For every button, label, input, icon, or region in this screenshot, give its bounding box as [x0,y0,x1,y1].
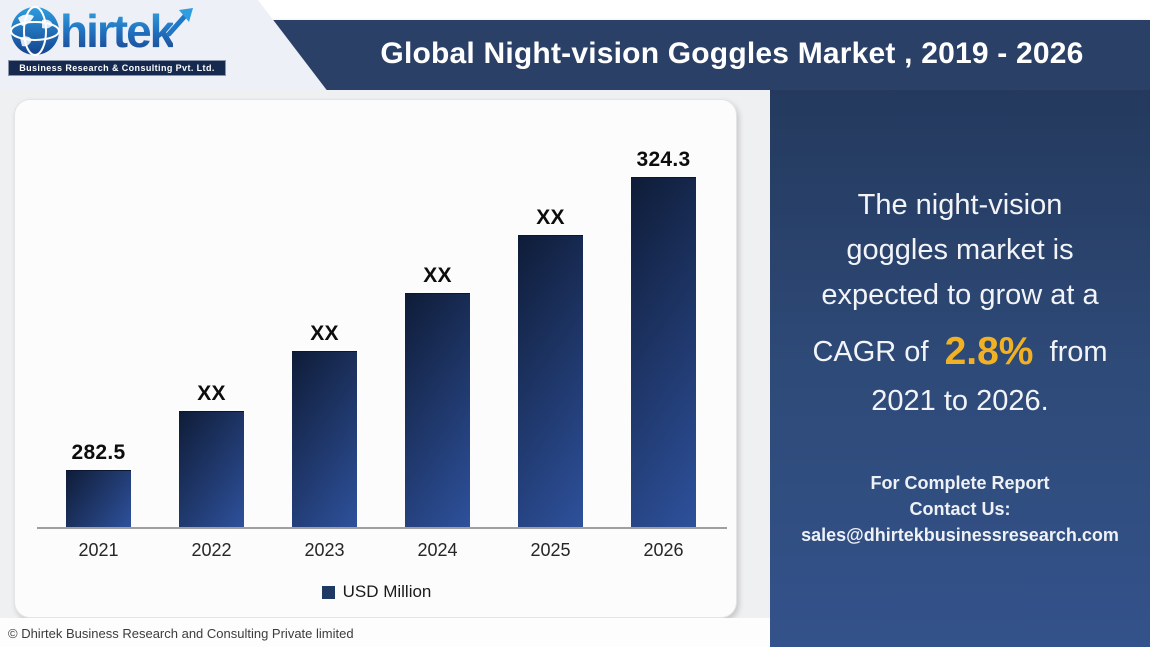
summary-line-3: expected to grow at a [821,279,1099,311]
x-axis-labels: 2021 2022 2023 2024 2025 2026 [15,540,738,568]
bar-value-2021: 282.5 [71,441,126,464]
bar-value-2024: XX [423,264,452,287]
brand-text: hirtek [60,5,175,57]
contact-email: sales@dhirtekbusinessresearch.com [801,525,1119,545]
x-tick-2023: 2023 [304,540,345,560]
x-axis-line [37,527,727,529]
x-tick-2022: 2022 [191,540,232,560]
chart-panel: 282.5 XX XX XX XX 324.3 2021 2022 2023 2024 2025 2… [14,99,737,618]
footer-strip [0,618,770,647]
bar-plot: 282.5 XX XX XX XX 324.3 [15,100,738,529]
bar-value-2022: XX [197,382,226,405]
bar-2022 [179,411,244,527]
bar-2025 [518,235,583,527]
contact-line-1: For Complete Report [870,473,1050,493]
bar-2021 [66,470,131,527]
summary-description: The night-vision goggles market is expec… [770,90,1150,318]
contact-line-2: Contact Us: [909,499,1011,519]
summary-panel: The night-vision goggles market is expec… [770,90,1150,647]
brand-tagline: Business Research & Consulting Pvt. Ltd. [19,63,215,73]
bar-value-2023: XX [310,322,339,345]
page-title: Global Night-vision Goggles Market , 201… [380,37,1084,70]
cagr-value: 2.8% [944,330,1034,373]
globe-icon [10,6,60,56]
x-tick-2026: 2026 [643,540,684,560]
copyright-text: © Dhirtek Business Research and Consulti… [8,626,354,641]
brand-logo: hirtek [10,6,195,56]
contact-block: For Complete Report Contact Us: sales@dh… [770,470,1150,548]
bar-2024 [405,293,470,527]
bar-column-2026: 324.3 [619,148,709,527]
logo-area: hirtek Business Research & Consulting Pv… [0,0,332,97]
growth-arrow-icon [166,8,194,37]
cagr-line: CAGR of 2.8% from [770,330,1150,374]
bar-2026 [631,177,696,527]
bar-column-2025: XX [506,206,596,527]
legend-swatch-icon [321,586,335,599]
x-tick-2024: 2024 [417,540,458,560]
bar-column-2023: XX [280,322,370,527]
bar-2023 [292,351,357,527]
summary-line-1: The night-vision [857,189,1063,221]
cagr-period: 2021 to 2026. [871,385,1049,417]
bar-value-2026: 324.3 [636,148,691,171]
summary-line-2: goggles market is [846,234,1074,266]
brand-tagline-bar: Business Research & Consulting Pvt. Ltd. [8,60,226,76]
x-tick-2021: 2021 [78,540,119,560]
chart-legend: USD Million [15,582,738,602]
x-tick-2025: 2025 [530,540,571,560]
bar-column-2021: 282.5 [54,441,144,527]
legend-label: USD Million [342,582,432,601]
cagr-prefix: CAGR of [812,336,929,368]
bar-column-2022: XX [167,382,257,527]
bar-column-2024: XX [393,264,483,527]
cagr-suffix: from [1049,336,1108,368]
bar-value-2025: XX [536,206,565,229]
